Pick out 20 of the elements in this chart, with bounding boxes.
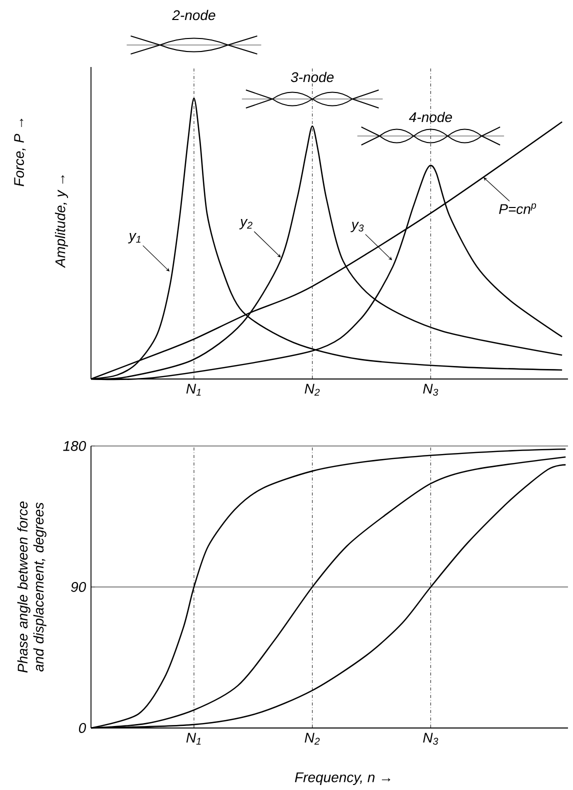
text: 3-node — [290, 72, 334, 82]
x-tick-label: N$_{3}$ — [423, 384, 438, 396]
x-tick-label: N$_{1}$ — [186, 732, 201, 745]
x-axis-title: Frequency, n → — [294, 772, 390, 786]
text: Force, P → — [14, 118, 26, 186]
annotation: y$_{3}$ — [350, 222, 364, 232]
y-tick-label: 180 — [63, 441, 86, 451]
text: 2-node — [172, 10, 216, 20]
annotation: y$_{2}$ — [239, 219, 252, 230]
y-axis-title: Phase angle between force and displacement, degrees — [17, 502, 46, 673]
annotation: P=cn$^{p}$ — [499, 203, 536, 214]
x-tick-label: N$_{2}$ — [304, 384, 320, 396]
x-tick-label: N$_{1}$ — [186, 384, 201, 396]
annotation: y$_{1}$ — [128, 233, 140, 244]
x-tick-label: N$_{2}$ — [304, 732, 320, 745]
y-tick-label: 90 — [71, 582, 86, 592]
annotation: 4-node — [408, 112, 452, 122]
x-tick-label: N$_{3}$ — [423, 732, 438, 745]
y-axis-title: Amplitude, y → — [54, 175, 68, 268]
y-tick-label: 0 — [78, 723, 86, 733]
